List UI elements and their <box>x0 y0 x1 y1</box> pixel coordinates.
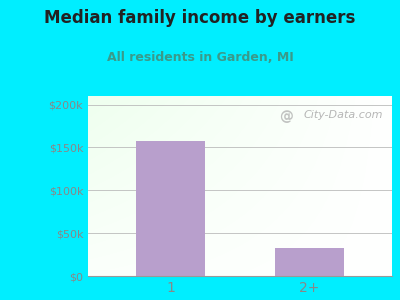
Text: @: @ <box>280 110 293 124</box>
Text: All residents in Garden, MI: All residents in Garden, MI <box>107 51 293 64</box>
Text: City-Data.com: City-Data.com <box>303 110 383 120</box>
Bar <box>136 141 206 276</box>
Bar <box>274 248 344 276</box>
Text: Median family income by earners: Median family income by earners <box>44 9 356 27</box>
